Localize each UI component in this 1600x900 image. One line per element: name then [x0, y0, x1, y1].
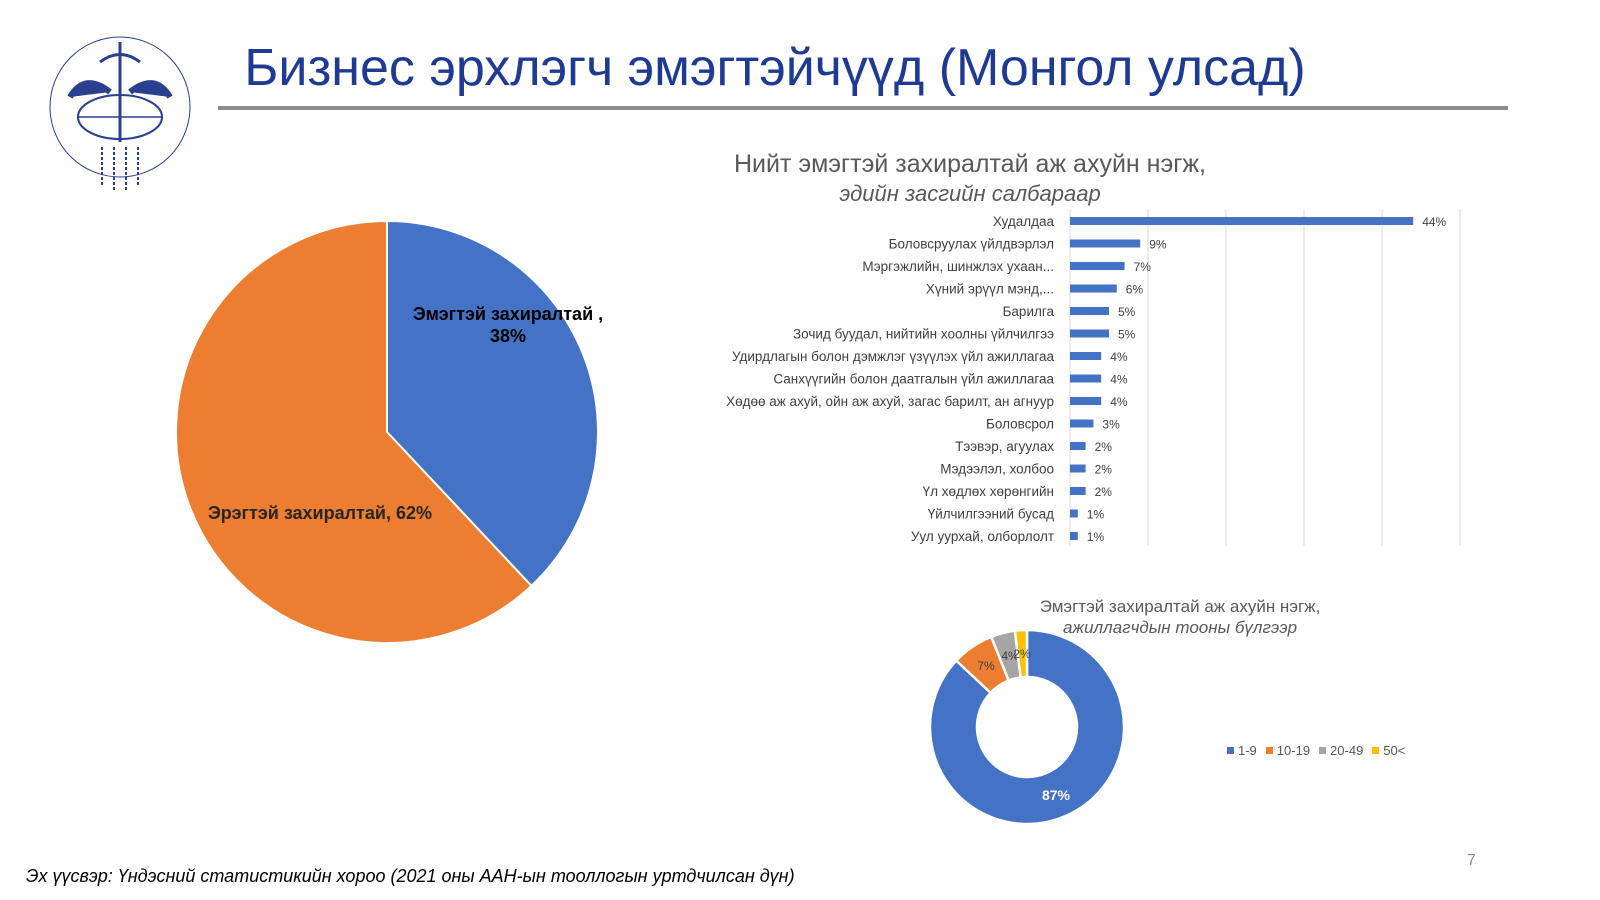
bar-category-label: Мэргэжлийн, шинжлэх ухаан...	[862, 259, 1054, 274]
pie-label-female: Эмэгтэй захиралтай ,	[413, 304, 603, 324]
pie-chart: Эмэгтэй захиралтай ,38% Эрэгтэй захиралта…	[175, 219, 603, 644]
bar-category-label: Худалдаа	[993, 214, 1055, 229]
legend-label: 1-9	[1238, 743, 1257, 758]
legend-swatch	[1372, 747, 1380, 754]
pie-slice-1	[386, 219, 599, 588]
title-divider	[218, 106, 1508, 110]
bar	[1070, 352, 1102, 360]
donut-chart-title-main: Эмэгтэй захиралтай аж ахуйн нэгж,	[1039, 597, 1321, 616]
bar	[1070, 509, 1078, 518]
bar-chart: Худалдаа 44% Боловсруулах үйлдвэрлэл 9% Мэрг…	[726, 209, 1461, 546]
donut-value-label: 2%	[1013, 647, 1031, 661]
bar-value-label: 4%	[1110, 373, 1128, 387]
bar-value-label: 4%	[1110, 350, 1128, 364]
bar-value-label: 44%	[1422, 215, 1446, 229]
bar	[1070, 329, 1109, 338]
bar-chart-title: Нийт эмэгтэй захиралтай аж ахуйн нэгж, э…	[690, 150, 1250, 208]
page-number: 7	[1467, 852, 1476, 869]
bar-category-label: Хөдөө аж ахуй, ойн аж ахуй, загас барилт…	[726, 394, 1054, 409]
bar	[1070, 487, 1086, 495]
bar-value-label: 2%	[1095, 485, 1113, 499]
bar-value-label: 2%	[1095, 463, 1113, 477]
bar-chart-title-main: Нийт эмэгтэй захиралтай аж ахуйн нэгж,	[733, 150, 1207, 178]
donut-legend: 1-9 10-19 20-49 50<	[1227, 743, 1405, 758]
slide-title: Бизнес эрхлэгч эмэгтэйчүүд (Монгол улсад…	[244, 39, 1306, 97]
logo	[49, 36, 191, 192]
pie-label-female-value: 38%	[490, 326, 526, 346]
legend-item: 10-19	[1265, 743, 1311, 758]
legend-swatch	[1265, 747, 1273, 754]
bar-category-label: Барилга	[1003, 304, 1055, 319]
donut-value-label: 87%	[1042, 787, 1071, 803]
bar-category-label: Тээвэр, агуулах	[955, 439, 1054, 454]
bar-category-label: Хүний эрүүл мэнд,...	[926, 282, 1054, 297]
bar-category-label: Уул уурхай, олборлолт	[911, 529, 1054, 544]
bar	[1070, 284, 1117, 293]
legend-item: 20-49	[1319, 743, 1363, 758]
bar	[1070, 307, 1109, 315]
bar	[1070, 217, 1414, 225]
bar-value-label: 6%	[1126, 283, 1144, 297]
bar-value-label: 3%	[1102, 418, 1120, 432]
bar-category-label: Мэдээлэл, холбоо	[940, 462, 1054, 477]
bar-category-label: Санхүүгийн болон даатгалын үйл ажиллагаа	[773, 372, 1054, 387]
bar	[1070, 442, 1086, 450]
bar-value-label: 1%	[1087, 530, 1105, 544]
bar-value-label: 4%	[1110, 395, 1128, 409]
legend-label: 50<	[1383, 743, 1406, 758]
source-note: Эх үүсвэр: Үндэсний статистикийн хороо (…	[26, 866, 795, 886]
bar	[1070, 419, 1094, 428]
donut-value-label: 7%	[977, 659, 995, 673]
bar-category-label: Зочид буудал, нийтийн хоолны үйлчилгээ	[793, 327, 1054, 342]
bar	[1070, 239, 1141, 248]
bar-category-label: Үйлчилгээний бусад	[928, 507, 1054, 522]
bar	[1070, 397, 1102, 405]
pie-label-male: Эрэгтэй захиралтай, 62%	[208, 503, 432, 523]
bar-chart-subtitle: эдийн засгийн салбараар	[839, 181, 1101, 206]
legend-item: 50<	[1372, 743, 1405, 758]
donut-chart-subtitle: ажиллагчдын тооны бүлгээр	[1062, 618, 1298, 637]
bar-value-label: 9%	[1149, 238, 1167, 252]
donut-value-label: 4%	[1001, 649, 1019, 663]
legend-swatch	[1227, 747, 1234, 754]
bar-category-label: Удирдлагын болон дэмжлэг үзүүлэх үйл ажи…	[732, 349, 1055, 364]
bar-value-label: 5%	[1118, 305, 1136, 319]
donut-chart: 87% 7% 4%2%	[928, 628, 1126, 826]
bar-category-label: Боловсруулах үйлдвэрлэл	[889, 237, 1054, 252]
bar-value-label: 5%	[1118, 328, 1136, 342]
bar	[1070, 532, 1078, 540]
pie-slice-2	[175, 219, 533, 644]
legend-label: 20-49	[1330, 743, 1364, 758]
donut-slice-1-9	[928, 628, 1126, 826]
bar	[1070, 464, 1086, 473]
bar	[1070, 374, 1102, 383]
donut-slice-50<	[1013, 628, 1029, 679]
bar-value-label: 1%	[1087, 508, 1105, 522]
bar	[1070, 262, 1125, 270]
bar-value-label: 7%	[1134, 260, 1152, 274]
bar-category-label: Боловсрол	[986, 417, 1054, 432]
donut-chart-title: Эмэгтэй захиралтай аж ахуйн нэгж, ажилла…	[960, 596, 1400, 638]
bar-value-label: 2%	[1095, 440, 1113, 454]
bar-category-label: Үл хөдлөх хөрөнгийн	[923, 484, 1054, 499]
legend-swatch	[1319, 747, 1327, 754]
legend-item: 1-9	[1227, 743, 1257, 758]
legend-label: 10-19	[1276, 743, 1311, 758]
